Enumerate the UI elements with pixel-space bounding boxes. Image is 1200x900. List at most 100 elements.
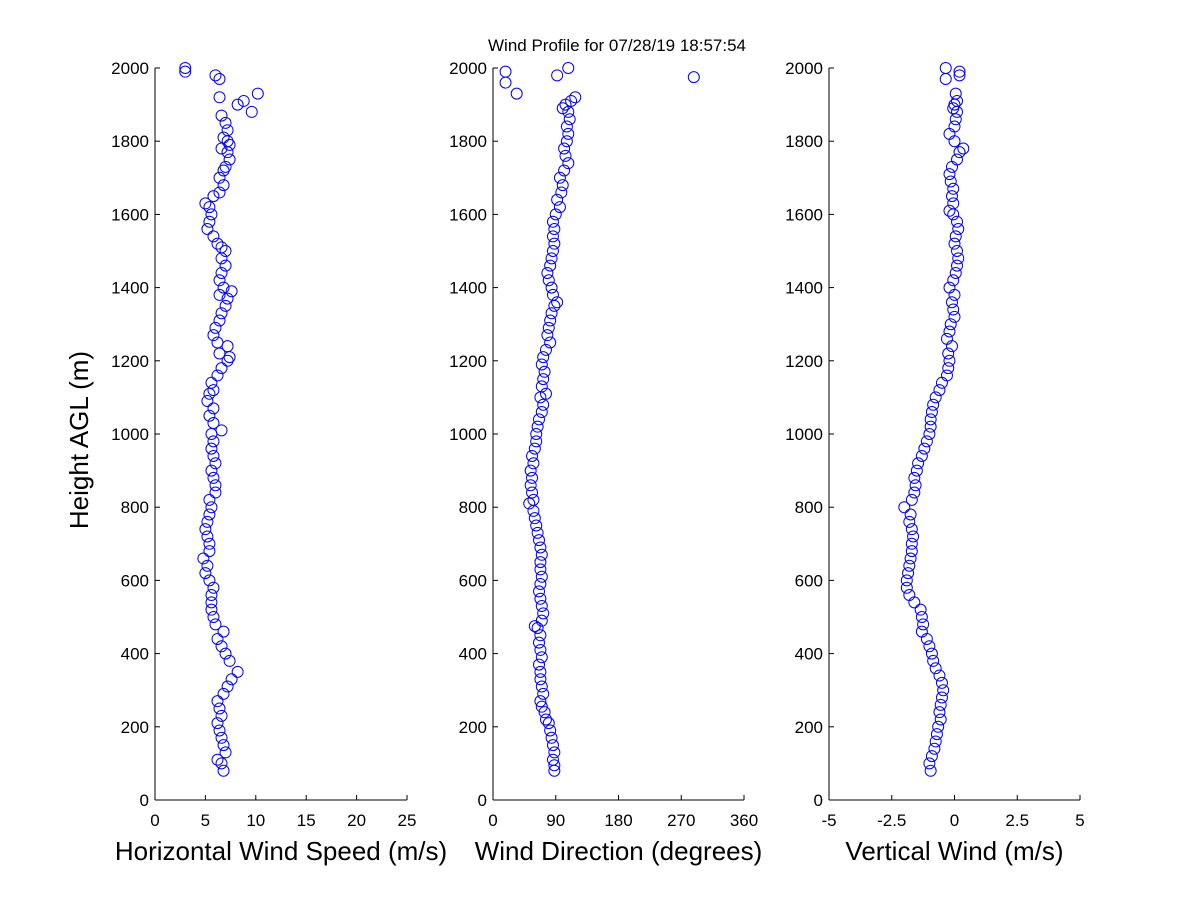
data-point [215,640,228,653]
data-point [213,314,226,327]
data-point [563,113,576,126]
data-point [949,230,962,243]
data-point [948,120,961,133]
data-point [947,303,960,316]
data-point [203,409,216,422]
data-point [179,62,192,74]
panel-1: 0 200 400 600 800 1000 1200 1400 1600 1800 2000 0 5 1… [111,59,447,866]
x-tick-label: 5 [1075,811,1084,830]
y-tick-label: 1200 [785,352,823,371]
data-point [530,428,543,440]
data-point [203,537,216,550]
data-point [211,632,224,645]
panel-3: 0 200 400 600 800 1000 1200 1400 1600 1800 2000 -5 -… [785,59,1085,866]
data-point [207,611,220,623]
data-point [925,647,938,660]
x-tick-label: 10 [246,811,265,830]
data-point [205,603,218,616]
y-tick-label: 1000 [449,425,487,444]
data-point [209,69,222,82]
data-point [534,695,547,708]
data-point [213,91,226,104]
data-point [207,329,220,342]
y-tick-label: 400 [121,645,149,664]
data-point [544,314,557,327]
x-axis-label: Vertical Wind (m/s) [845,836,1063,866]
data-point [929,391,942,404]
data-point [534,673,547,686]
data-point [933,706,946,719]
data-point [544,259,557,272]
y-tick-label: 1000 [111,425,149,444]
data-point [237,94,250,107]
data-point [915,625,928,638]
data-point [528,442,541,455]
data-point [209,479,222,492]
data-point [551,69,564,82]
data-point [924,764,937,777]
data-point [541,266,554,279]
data-point [900,581,913,594]
data-point [952,223,965,236]
data-point [900,574,913,587]
data-point [223,153,236,166]
data-point [205,596,218,609]
data-point [538,706,551,719]
data-point [534,563,547,576]
data-point [217,625,230,638]
data-point [207,435,220,448]
y-tick-label: 1600 [785,205,823,224]
data-point [527,493,540,506]
data-point [905,493,918,506]
data-point [535,406,548,419]
x-tick-label: 0 [150,811,159,830]
data-point [535,651,548,664]
y-tick-label: 800 [121,498,149,517]
data-point [215,307,228,320]
data-point [944,175,957,188]
data-point [524,479,537,492]
data-point [203,215,216,228]
data-point [945,296,958,309]
data-point [215,109,228,122]
data-point [211,695,224,708]
data-point [231,665,244,678]
data-point [562,157,575,170]
data-point [203,508,216,521]
x-tick-label: 25 [398,811,417,830]
data-point [920,435,933,448]
data-point [217,687,230,700]
data-point [205,464,218,477]
data-point [201,559,214,572]
data-point [526,471,539,484]
data-point [535,680,548,693]
figure-title: Wind Profile for 07/28/19 18:57:54 [488,36,746,55]
data-point [905,545,918,558]
data-point [910,464,923,477]
y-tick-label: 1600 [449,205,487,224]
data-point [940,332,953,345]
x-tick-label: 360 [730,811,758,830]
data-point [539,713,552,726]
data-point [953,69,966,82]
data-point [947,197,960,210]
data-point [932,720,945,733]
data-point [553,201,566,214]
data-point [548,223,561,236]
data-point [940,369,953,382]
data-point [526,486,539,499]
data-point [534,643,547,656]
data-point [197,552,210,565]
data-point [215,241,228,254]
data-point [211,753,224,766]
data-point [928,742,941,755]
data-point [217,739,230,752]
data-point [927,398,940,411]
data-point [223,654,236,667]
data-point [209,486,222,499]
data-point [903,559,916,572]
data-point [535,358,548,371]
data-point [533,413,546,426]
data-point [537,687,550,700]
data-point [207,384,220,397]
